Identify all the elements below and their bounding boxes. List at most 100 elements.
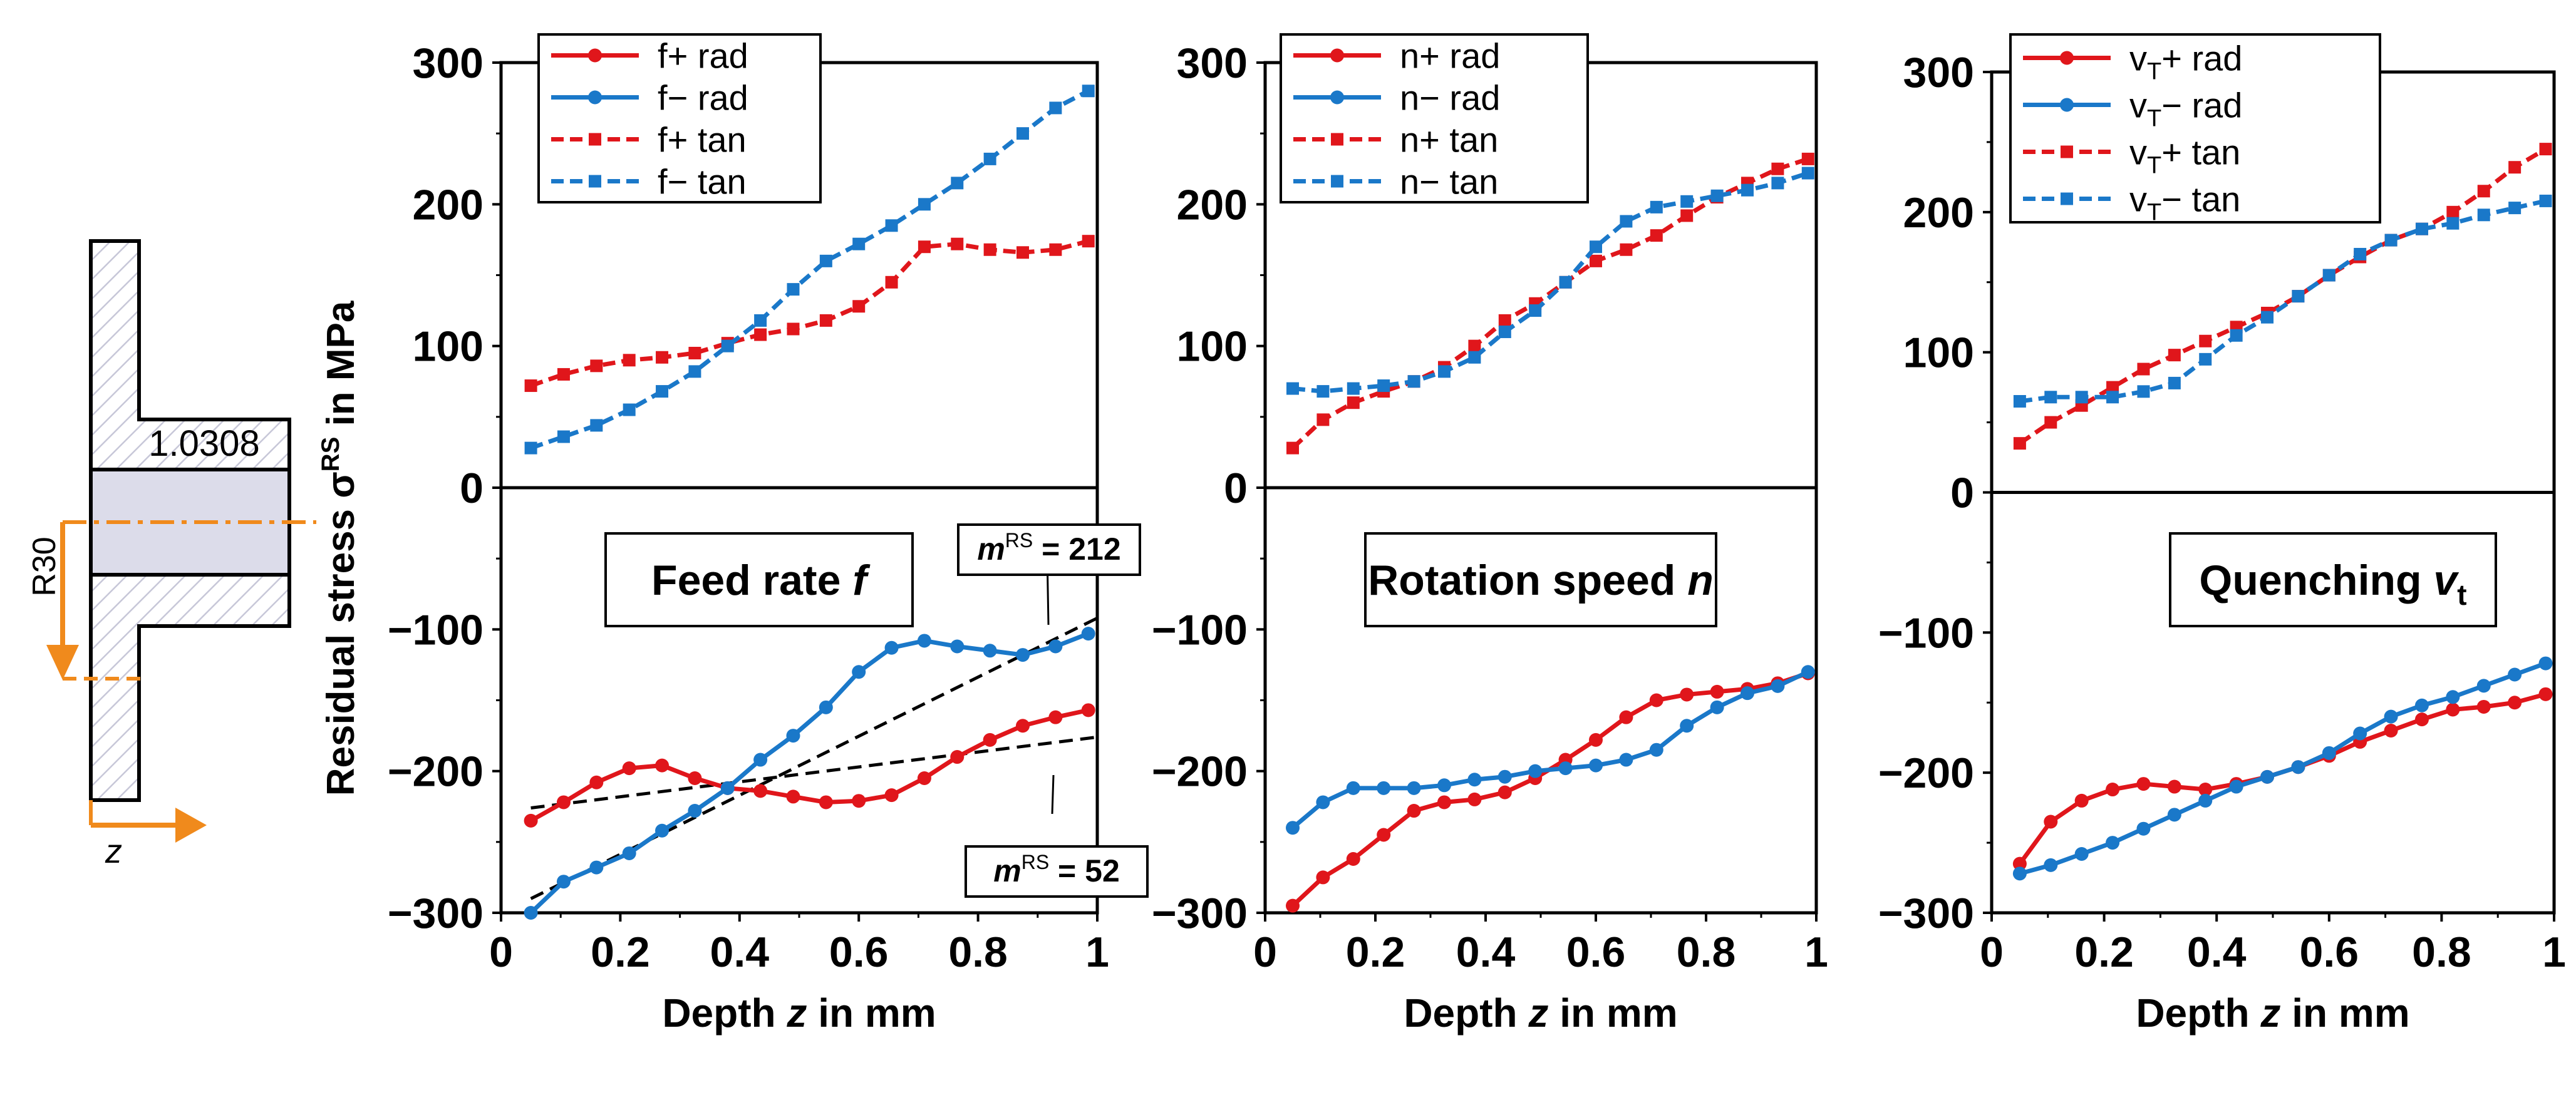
- x-tick-label: 1: [2542, 928, 2566, 976]
- series-vTminus-rad: [2012, 656, 2553, 881]
- y-tick-label: −300: [388, 890, 484, 937]
- data-point: [590, 419, 603, 432]
- data-point: [1801, 167, 1814, 180]
- series-fminus-tan: [524, 85, 1095, 455]
- data-point: [885, 275, 898, 289]
- data-point: [2539, 143, 2552, 156]
- legend-label: n− tan: [1400, 162, 1498, 202]
- data-point: [1347, 382, 1360, 395]
- data-point: [1771, 679, 1785, 693]
- x-tick-label: 1: [1085, 928, 1109, 976]
- data-point: [623, 354, 636, 367]
- data-point: [524, 379, 537, 393]
- data-point: [918, 240, 931, 254]
- panel-title-box: [604, 532, 914, 627]
- data-point: [1710, 700, 1724, 714]
- legend-marker: [1331, 175, 1343, 188]
- data-point: [1016, 719, 1030, 733]
- data-point: [1680, 209, 1694, 222]
- data-point: [2167, 779, 2181, 794]
- data-point: [1048, 639, 1063, 654]
- data-point: [1316, 795, 1330, 810]
- data-point: [2106, 391, 2119, 404]
- x-tick-label: 1: [1804, 928, 1828, 976]
- data-point: [622, 846, 636, 860]
- x-tick-label: 0.8: [1677, 928, 1736, 976]
- data-point: [656, 351, 669, 364]
- data-point: [1741, 686, 1754, 701]
- data-point: [753, 784, 768, 798]
- data-point: [1407, 804, 1421, 818]
- data-point: [1680, 687, 1694, 702]
- y-tick-label: 0: [1950, 470, 1974, 517]
- y-tick-label: 0: [460, 465, 484, 512]
- y-tick-label: 300: [1903, 49, 1974, 96]
- data-point: [1316, 413, 1330, 426]
- data-point: [1049, 243, 1062, 256]
- x-axis-label: Depth z in mm: [1404, 990, 1677, 1036]
- legend-marker: [588, 90, 602, 105]
- slope-annotation: mRS = 212: [957, 523, 1141, 625]
- trend-line: [530, 735, 1098, 810]
- legend-label: vT+ tan: [2129, 133, 2240, 179]
- x-tick-label: 0.8: [948, 928, 1008, 976]
- data-point: [753, 753, 768, 767]
- data-point: [1438, 365, 1451, 378]
- data-point: [2384, 234, 2398, 247]
- y-tick-label: −200: [1878, 749, 1974, 797]
- data-point: [1437, 795, 1451, 810]
- data-point: [524, 906, 538, 920]
- legend-marker: [1331, 133, 1343, 146]
- annotation-text: mRS = 52: [993, 851, 1120, 888]
- data-point: [622, 761, 636, 776]
- data-point: [656, 385, 669, 398]
- legend-box: [1280, 33, 1589, 203]
- data-point: [787, 283, 800, 296]
- panel-title-text: Quenching vt: [2199, 557, 2466, 611]
- data-point: [1316, 870, 1330, 885]
- data-point: [1497, 785, 1512, 799]
- data-point: [1468, 339, 1481, 352]
- y-tick-label: −200: [1152, 748, 1248, 796]
- annotation-box: [957, 523, 1141, 576]
- data-point: [688, 771, 702, 785]
- data-point: [2476, 679, 2491, 693]
- data-point: [1620, 243, 1633, 256]
- legend-label: n+ rad: [1400, 36, 1500, 76]
- data-point: [524, 441, 537, 455]
- data-point: [2137, 362, 2150, 376]
- data-point: [1590, 240, 1602, 254]
- data-point: [688, 346, 701, 359]
- data-point: [1497, 769, 1512, 784]
- data-point: [787, 322, 800, 336]
- legend-label: f− tan: [658, 162, 747, 202]
- data-point: [1771, 162, 1784, 175]
- data-point: [852, 665, 866, 679]
- data-point: [1081, 627, 1095, 641]
- x-tick-label: 0.4: [2187, 928, 2247, 976]
- data-point: [2013, 437, 2026, 450]
- x-tick-label: 0.6: [1566, 928, 1626, 976]
- legend-marker: [588, 48, 602, 63]
- y-tick-label: −100: [1152, 606, 1248, 654]
- data-point: [2446, 690, 2460, 704]
- data-point: [1710, 189, 1724, 202]
- series-line: [529, 707, 1089, 823]
- panel-title: Feed rate f: [604, 532, 914, 627]
- x-tick-label: 0.2: [591, 928, 650, 976]
- data-point: [819, 254, 832, 267]
- series-nminus-tan: [1286, 167, 1814, 398]
- legend-marker: [2060, 51, 2074, 65]
- data-point: [918, 198, 931, 211]
- y-tick-label: −300: [1878, 890, 1974, 937]
- data-point: [917, 771, 931, 785]
- data-point: [1286, 898, 1300, 913]
- series-line: [2019, 661, 2547, 876]
- x-tick-label: 0: [1253, 928, 1277, 976]
- panel-title-text: Rotation speed n: [1368, 557, 1714, 604]
- data-point: [819, 795, 833, 810]
- data-point: [1377, 781, 1391, 795]
- x-tick-label: 0.4: [710, 928, 770, 976]
